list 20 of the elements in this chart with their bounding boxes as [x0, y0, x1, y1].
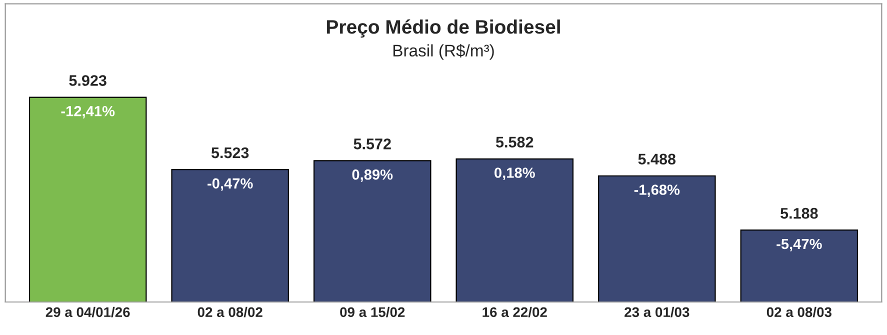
- x-tick-label: 02 a 08/03: [766, 306, 832, 318]
- data-label: 5.523: [211, 147, 249, 158]
- data-label: 5.923: [69, 75, 106, 86]
- annotation: 0,18%: [494, 168, 535, 180]
- x-tick-label: 02 a 08/02: [198, 306, 262, 318]
- data-label: 5.572: [354, 138, 391, 150]
- data-label: 5.188: [780, 208, 818, 219]
- x-tick-label: 29 a 04/01/26: [46, 306, 130, 318]
- annotation: 0,89%: [352, 169, 393, 182]
- annotation: -12,41%: [61, 106, 115, 118]
- data-label: 5.582: [496, 136, 534, 148]
- annotation: -0,47%: [208, 178, 253, 191]
- annotation: -5,47%: [776, 238, 822, 252]
- data-label: 5.488: [638, 154, 676, 165]
- annotation: -1,68%: [634, 184, 680, 198]
- x-tick-label: 16 a 22/02: [482, 306, 547, 318]
- text: Preço Médio de Biodiesel: [327, 19, 560, 38]
- x-tick-label: 09 a 15/02: [340, 306, 405, 318]
- text: Brasil (R$/m³): [393, 44, 494, 60]
- x-tick-label: 23 a 01/03: [624, 306, 690, 318]
